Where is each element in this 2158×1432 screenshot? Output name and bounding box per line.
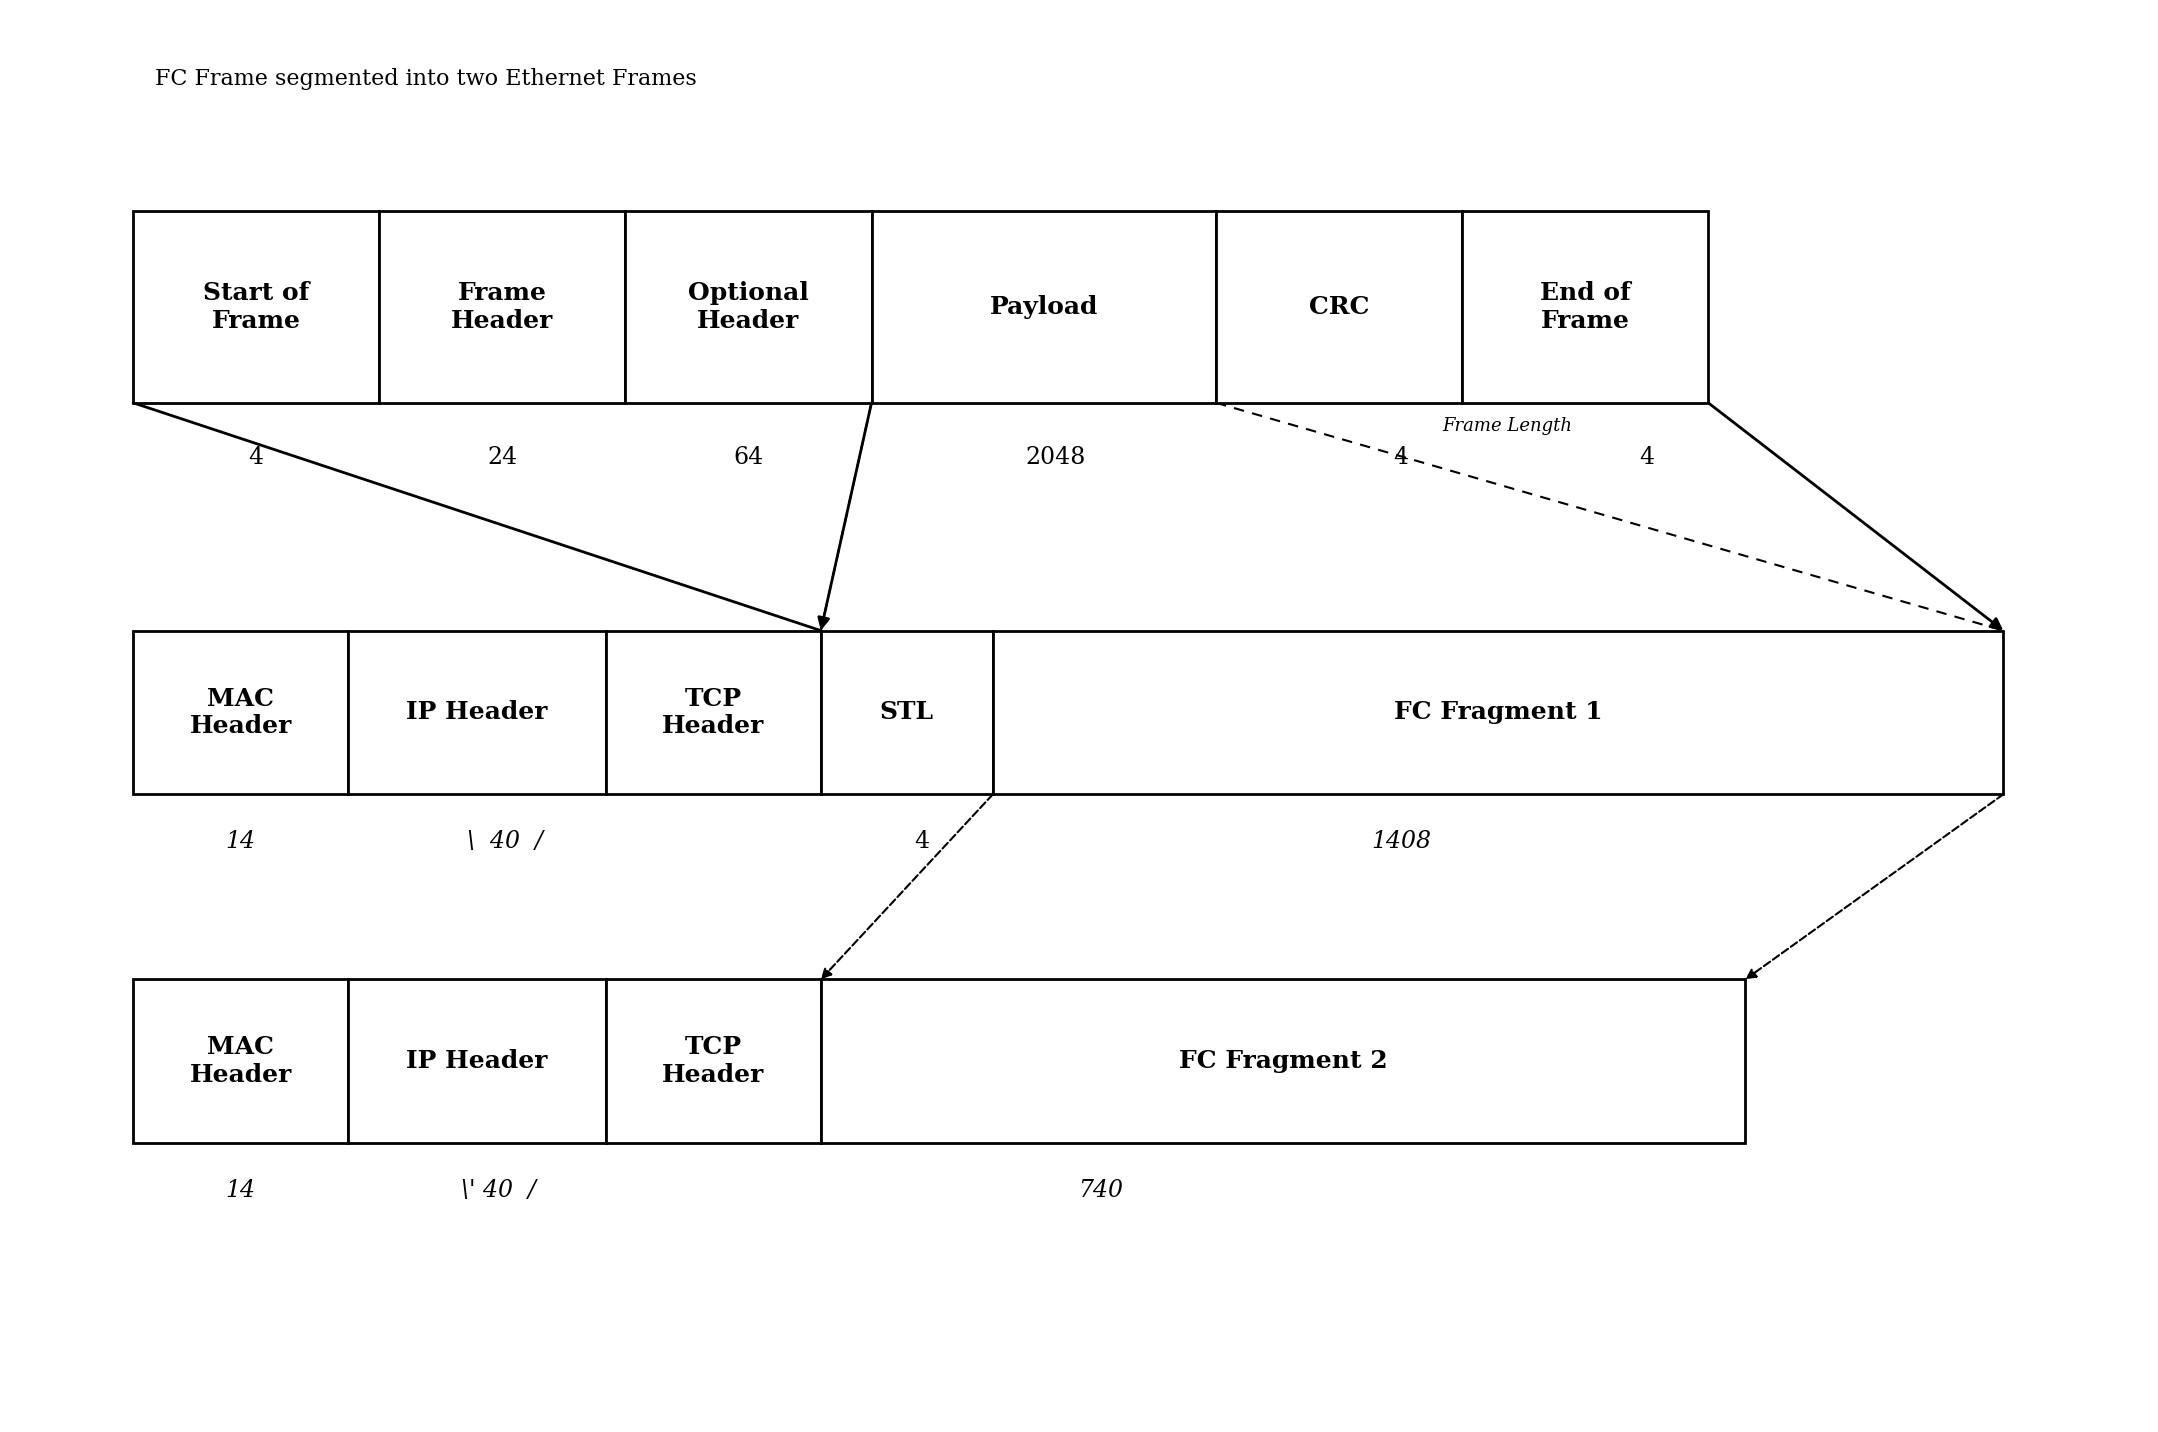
Text: FC Fragment 1: FC Fragment 1 <box>1394 700 1603 725</box>
Bar <box>1215 211 1463 402</box>
Text: 1408: 1408 <box>1372 831 1431 853</box>
Text: MAC
Header: MAC Header <box>190 1035 291 1087</box>
Text: FC Fragment 2: FC Fragment 2 <box>1178 1050 1388 1073</box>
Bar <box>134 630 347 795</box>
Bar <box>347 979 606 1143</box>
Bar <box>820 979 1746 1143</box>
Text: End of
Frame: End of Frame <box>1541 281 1631 332</box>
Text: 2048: 2048 <box>1025 445 1085 468</box>
Text: 24: 24 <box>488 445 518 468</box>
Bar <box>820 630 993 795</box>
Text: Frame
Header: Frame Header <box>451 281 552 332</box>
Bar <box>993 630 2003 795</box>
Bar <box>380 211 626 402</box>
Text: TCP
Header: TCP Header <box>663 686 764 739</box>
Text: 4: 4 <box>915 831 930 853</box>
Text: MAC
Header: MAC Header <box>190 686 291 739</box>
Text: 740: 740 <box>1079 1179 1122 1201</box>
Bar <box>134 211 380 402</box>
Text: Start of
Frame: Start of Frame <box>203 281 309 332</box>
Text: 4: 4 <box>1392 445 1407 468</box>
Bar <box>606 979 820 1143</box>
Text: 14: 14 <box>227 831 255 853</box>
Text: IP Header: IP Header <box>406 700 548 725</box>
Bar <box>347 630 606 795</box>
Text: 4: 4 <box>248 445 263 468</box>
Text: 4: 4 <box>1638 445 1653 468</box>
Text: 64: 64 <box>734 445 764 468</box>
Text: 14: 14 <box>227 1179 255 1201</box>
Text: Payload: Payload <box>991 295 1098 319</box>
Text: Frame Length: Frame Length <box>1442 417 1573 435</box>
Text: FC Frame segmented into two Ethernet Frames: FC Frame segmented into two Ethernet Fra… <box>155 69 697 90</box>
Bar <box>134 979 347 1143</box>
Bar <box>626 211 872 402</box>
Text: \' 40  /: \' 40 / <box>462 1179 535 1201</box>
Bar <box>1463 211 1709 402</box>
Bar <box>606 630 820 795</box>
Text: IP Header: IP Header <box>406 1050 548 1073</box>
Bar <box>872 211 1215 402</box>
Text: TCP
Header: TCP Header <box>663 1035 764 1087</box>
Text: \  40  /: \ 40 / <box>466 831 544 853</box>
Text: CRC: CRC <box>1308 295 1370 319</box>
Text: Optional
Header: Optional Header <box>688 281 809 332</box>
Text: STL: STL <box>880 700 934 725</box>
